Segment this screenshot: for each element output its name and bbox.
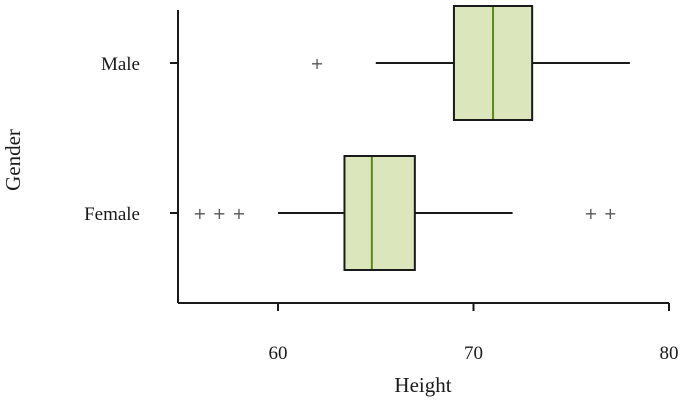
box-female: + + + + + [193,155,617,271]
outlier-point: + [213,204,226,223]
outlier-point: + [584,204,597,223]
x-tick-label: 60 [269,343,288,364]
y-tick-label-female: Female [84,204,140,225]
box-male: + [310,5,630,121]
plot-area: 60 70 80 Male Female + + + + + + [84,5,679,364]
outlier-point: + [193,204,206,223]
y-axis-ticks: Male Female [84,54,178,225]
x-tick-label: 70 [464,343,483,364]
x-axis-ticks: 60 70 80 [269,303,679,364]
outlier-point: + [604,204,617,223]
y-tick-label-male: Male [101,54,140,75]
outlier-point: + [310,54,323,73]
y-axis-label: Gender [1,129,25,191]
x-axis-label: Height [394,373,451,397]
box-series: + + + + + + [193,5,630,271]
outlier-point: + [232,204,245,223]
x-tick-label: 80 [660,343,679,364]
iqr-box [343,155,416,271]
